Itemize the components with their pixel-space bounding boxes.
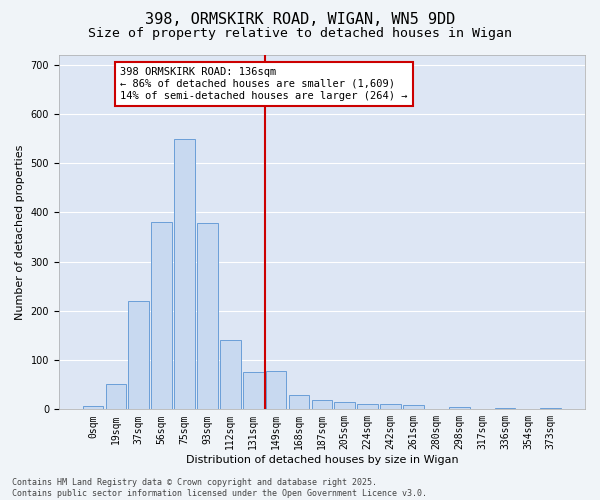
Bar bbox=[151, 222, 172, 410]
Bar bbox=[174, 138, 195, 409]
Bar bbox=[449, 408, 470, 410]
Bar bbox=[358, 404, 378, 409]
Bar bbox=[380, 404, 401, 409]
Text: 398 ORMSKIRK ROAD: 136sqm
← 86% of detached houses are smaller (1,609)
14% of se: 398 ORMSKIRK ROAD: 136sqm ← 86% of detac… bbox=[121, 68, 408, 100]
Bar bbox=[541, 408, 561, 410]
Bar bbox=[243, 372, 263, 410]
Bar bbox=[197, 224, 218, 410]
Text: Contains HM Land Registry data © Crown copyright and database right 2025.
Contai: Contains HM Land Registry data © Crown c… bbox=[12, 478, 427, 498]
Bar bbox=[403, 406, 424, 409]
Bar bbox=[128, 301, 149, 410]
Bar bbox=[311, 400, 332, 409]
Text: Size of property relative to detached houses in Wigan: Size of property relative to detached ho… bbox=[88, 28, 512, 40]
Bar bbox=[266, 372, 286, 410]
X-axis label: Distribution of detached houses by size in Wigan: Distribution of detached houses by size … bbox=[185, 455, 458, 465]
Bar bbox=[106, 384, 126, 409]
Bar bbox=[289, 395, 309, 409]
Bar bbox=[83, 406, 103, 409]
Y-axis label: Number of detached properties: Number of detached properties bbox=[15, 144, 25, 320]
Bar bbox=[495, 408, 515, 410]
Bar bbox=[334, 402, 355, 409]
Bar bbox=[220, 340, 241, 409]
Text: 398, ORMSKIRK ROAD, WIGAN, WN5 9DD: 398, ORMSKIRK ROAD, WIGAN, WN5 9DD bbox=[145, 12, 455, 28]
